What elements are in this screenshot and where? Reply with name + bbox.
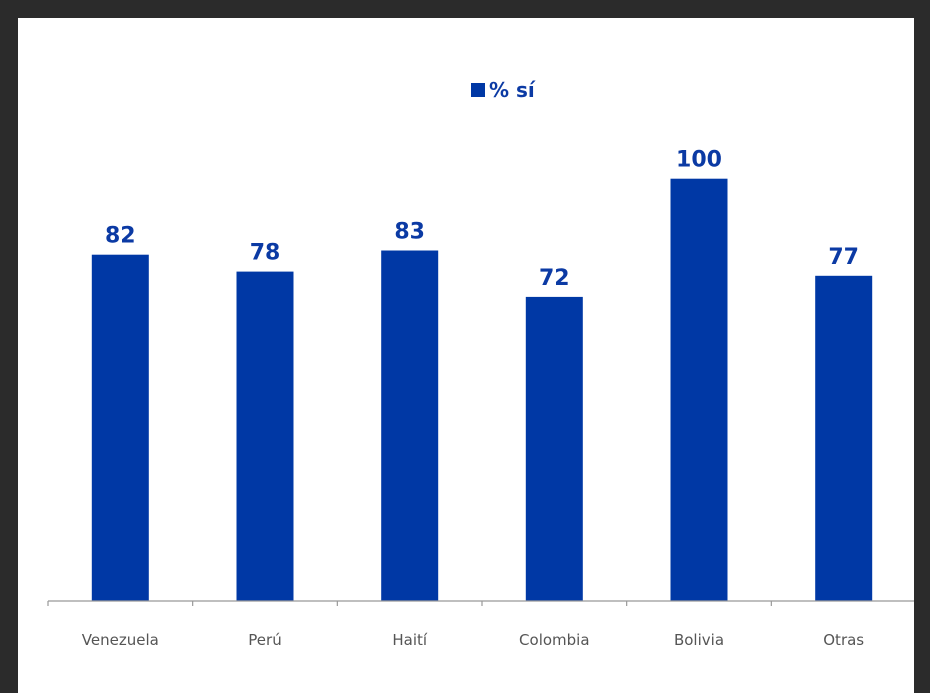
bar-value-label-2: 83	[394, 220, 425, 245]
chart-canvas: % sí 82 78 83 72 100 77 Venezuela Perú Haití Col…	[18, 18, 914, 693]
bar-1	[236, 271, 294, 601]
bar-value-label-0: 82	[105, 224, 136, 249]
bar-5	[815, 275, 873, 601]
x-tick-label-5: Otras	[823, 631, 864, 649]
bar-value-label-3: 72	[539, 266, 570, 291]
bars-group	[91, 178, 873, 601]
bar-chart: % sí 82 78 83 72 100 77 Venezuela Perú Haití Col…	[47, 78, 914, 649]
bar-2	[381, 250, 439, 601]
bar-0	[91, 254, 149, 601]
legend: % sí	[471, 78, 536, 102]
x-tick-label-3: Colombia	[519, 631, 590, 649]
x-tick-label-4: Bolivia	[674, 631, 724, 649]
value-labels-group: 82 78 83 72 100 77	[105, 148, 859, 291]
bar-4	[670, 178, 728, 601]
x-tick-label-1: Perú	[248, 631, 281, 649]
legend-swatch	[471, 83, 485, 97]
bar-value-label-5: 77	[828, 245, 859, 270]
x-tick-label-2: Haití	[392, 631, 428, 649]
bar-3	[525, 296, 583, 601]
x-axis	[47, 600, 914, 606]
bar-value-label-4: 100	[676, 148, 722, 173]
x-tick-label-0: Venezuela	[82, 631, 159, 649]
x-tick-labels-group: Venezuela Perú Haití Colombia Bolivia Otras	[82, 631, 865, 649]
legend-label: % sí	[489, 78, 536, 102]
bar-value-label-1: 78	[250, 241, 281, 266]
